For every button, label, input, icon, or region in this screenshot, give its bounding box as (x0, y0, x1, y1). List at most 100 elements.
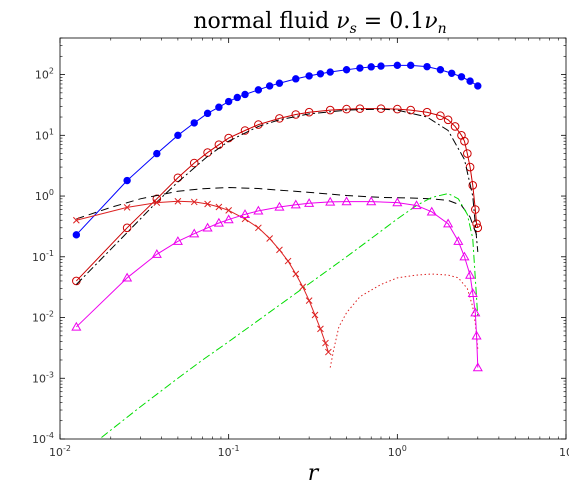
x-tick-label: 10-1 (218, 444, 240, 459)
series-0-point (377, 62, 385, 70)
series-0-point (275, 79, 284, 87)
series-7-point (470, 307, 481, 317)
series-1-point (463, 149, 472, 158)
x-tick-label: 10-2 (49, 444, 71, 459)
series-5-point (215, 203, 223, 211)
series-7-point (325, 196, 336, 206)
series-7-point (290, 199, 301, 209)
series-5-point (225, 207, 233, 214)
series-0-point (367, 63, 375, 71)
series-0-point (466, 77, 474, 85)
series-1-point (471, 205, 480, 214)
series-0-point (224, 97, 233, 106)
series-0-point (393, 61, 402, 70)
series-7-point (465, 269, 476, 279)
series-0-point (174, 131, 182, 140)
series-1-point (406, 105, 415, 115)
series-5-point (305, 297, 313, 304)
series-7-point (172, 236, 183, 245)
series-7-point (202, 222, 213, 232)
plot-frame (59, 37, 567, 440)
series-5-point (153, 199, 161, 206)
series-0-point (436, 66, 445, 74)
series-7-point (392, 197, 403, 207)
series-0-point (474, 82, 482, 90)
y-tick-label: 10-3 (32, 370, 54, 385)
series-0-point (305, 72, 313, 80)
series-5-point (276, 246, 283, 254)
series-0-point (292, 75, 300, 83)
series-1-point (436, 111, 445, 121)
series-line-5 (76, 200, 329, 353)
series-line-6 (329, 273, 479, 368)
series-1-point (342, 104, 351, 114)
series-5-point (325, 348, 332, 356)
series-5-point (190, 198, 198, 206)
series-line-2 (75, 108, 479, 285)
series-0-point (72, 231, 81, 239)
series-7-point (453, 236, 464, 245)
series-0-point (457, 73, 466, 81)
chart-title: normal fluid νs = 0.1νn (193, 9, 446, 37)
series-7-point (366, 196, 377, 206)
series-1-point (122, 223, 132, 233)
series-1-point (422, 107, 432, 117)
series-0-point (153, 149, 161, 158)
series-7-point (71, 321, 82, 331)
series-7-point (472, 362, 483, 372)
series-5-point (72, 216, 80, 224)
series-5-point (241, 215, 249, 223)
series-5-point (299, 283, 307, 291)
series-1-point (355, 104, 365, 113)
series-5-point (284, 257, 292, 265)
series-0-point (447, 69, 456, 77)
series-line-1 (75, 108, 479, 282)
series-0-point (215, 103, 223, 111)
x-axis-label: r (308, 461, 320, 486)
series-1-point (443, 115, 453, 125)
y-tick-label: 100 (35, 188, 54, 203)
series-5-point (204, 200, 211, 208)
tick-layer: 10-2 10-1 100 10 10-4 10-3 10-2 10-1 100 101 102 (32, 37, 569, 459)
series-1-point (325, 105, 335, 115)
series-1-point (460, 136, 469, 146)
series-7-point (471, 330, 482, 340)
series-7-point (213, 217, 224, 227)
series-1-point (376, 104, 386, 113)
series-7-point (151, 249, 162, 258)
series-5-point (266, 235, 274, 242)
series-1-point (224, 133, 233, 143)
series-1-point (275, 114, 284, 123)
series-0-point (254, 86, 263, 94)
series-7-point (304, 198, 315, 207)
series-1-point (472, 219, 481, 229)
series-5-point (292, 270, 300, 278)
series-1-point (189, 158, 199, 168)
series-1-point (254, 120, 263, 129)
series-5-point (311, 311, 319, 319)
series-5-point (317, 325, 324, 333)
series-0-point (326, 68, 334, 76)
series-7-point (274, 201, 285, 211)
series-7-point (467, 288, 478, 298)
series-0-point (356, 64, 364, 72)
series-7-point (253, 205, 264, 215)
x-tick-label: 10 (559, 446, 569, 459)
series-0-point (233, 93, 241, 102)
series-1-point (304, 107, 314, 117)
y-tick-label: 10-1 (32, 249, 54, 264)
series-0-point (123, 176, 131, 185)
series-line-4 (98, 193, 479, 439)
series-0-point (265, 82, 274, 90)
series-5-point (322, 339, 329, 347)
series-5-point (174, 197, 182, 205)
series-7-point (459, 251, 470, 261)
series-5-point (123, 204, 131, 211)
series-1-point (291, 110, 301, 119)
series-7-point (122, 272, 133, 282)
y-tick-label: 10-4 (32, 431, 54, 446)
series-0-point (342, 66, 351, 74)
series-1-point (240, 126, 250, 135)
